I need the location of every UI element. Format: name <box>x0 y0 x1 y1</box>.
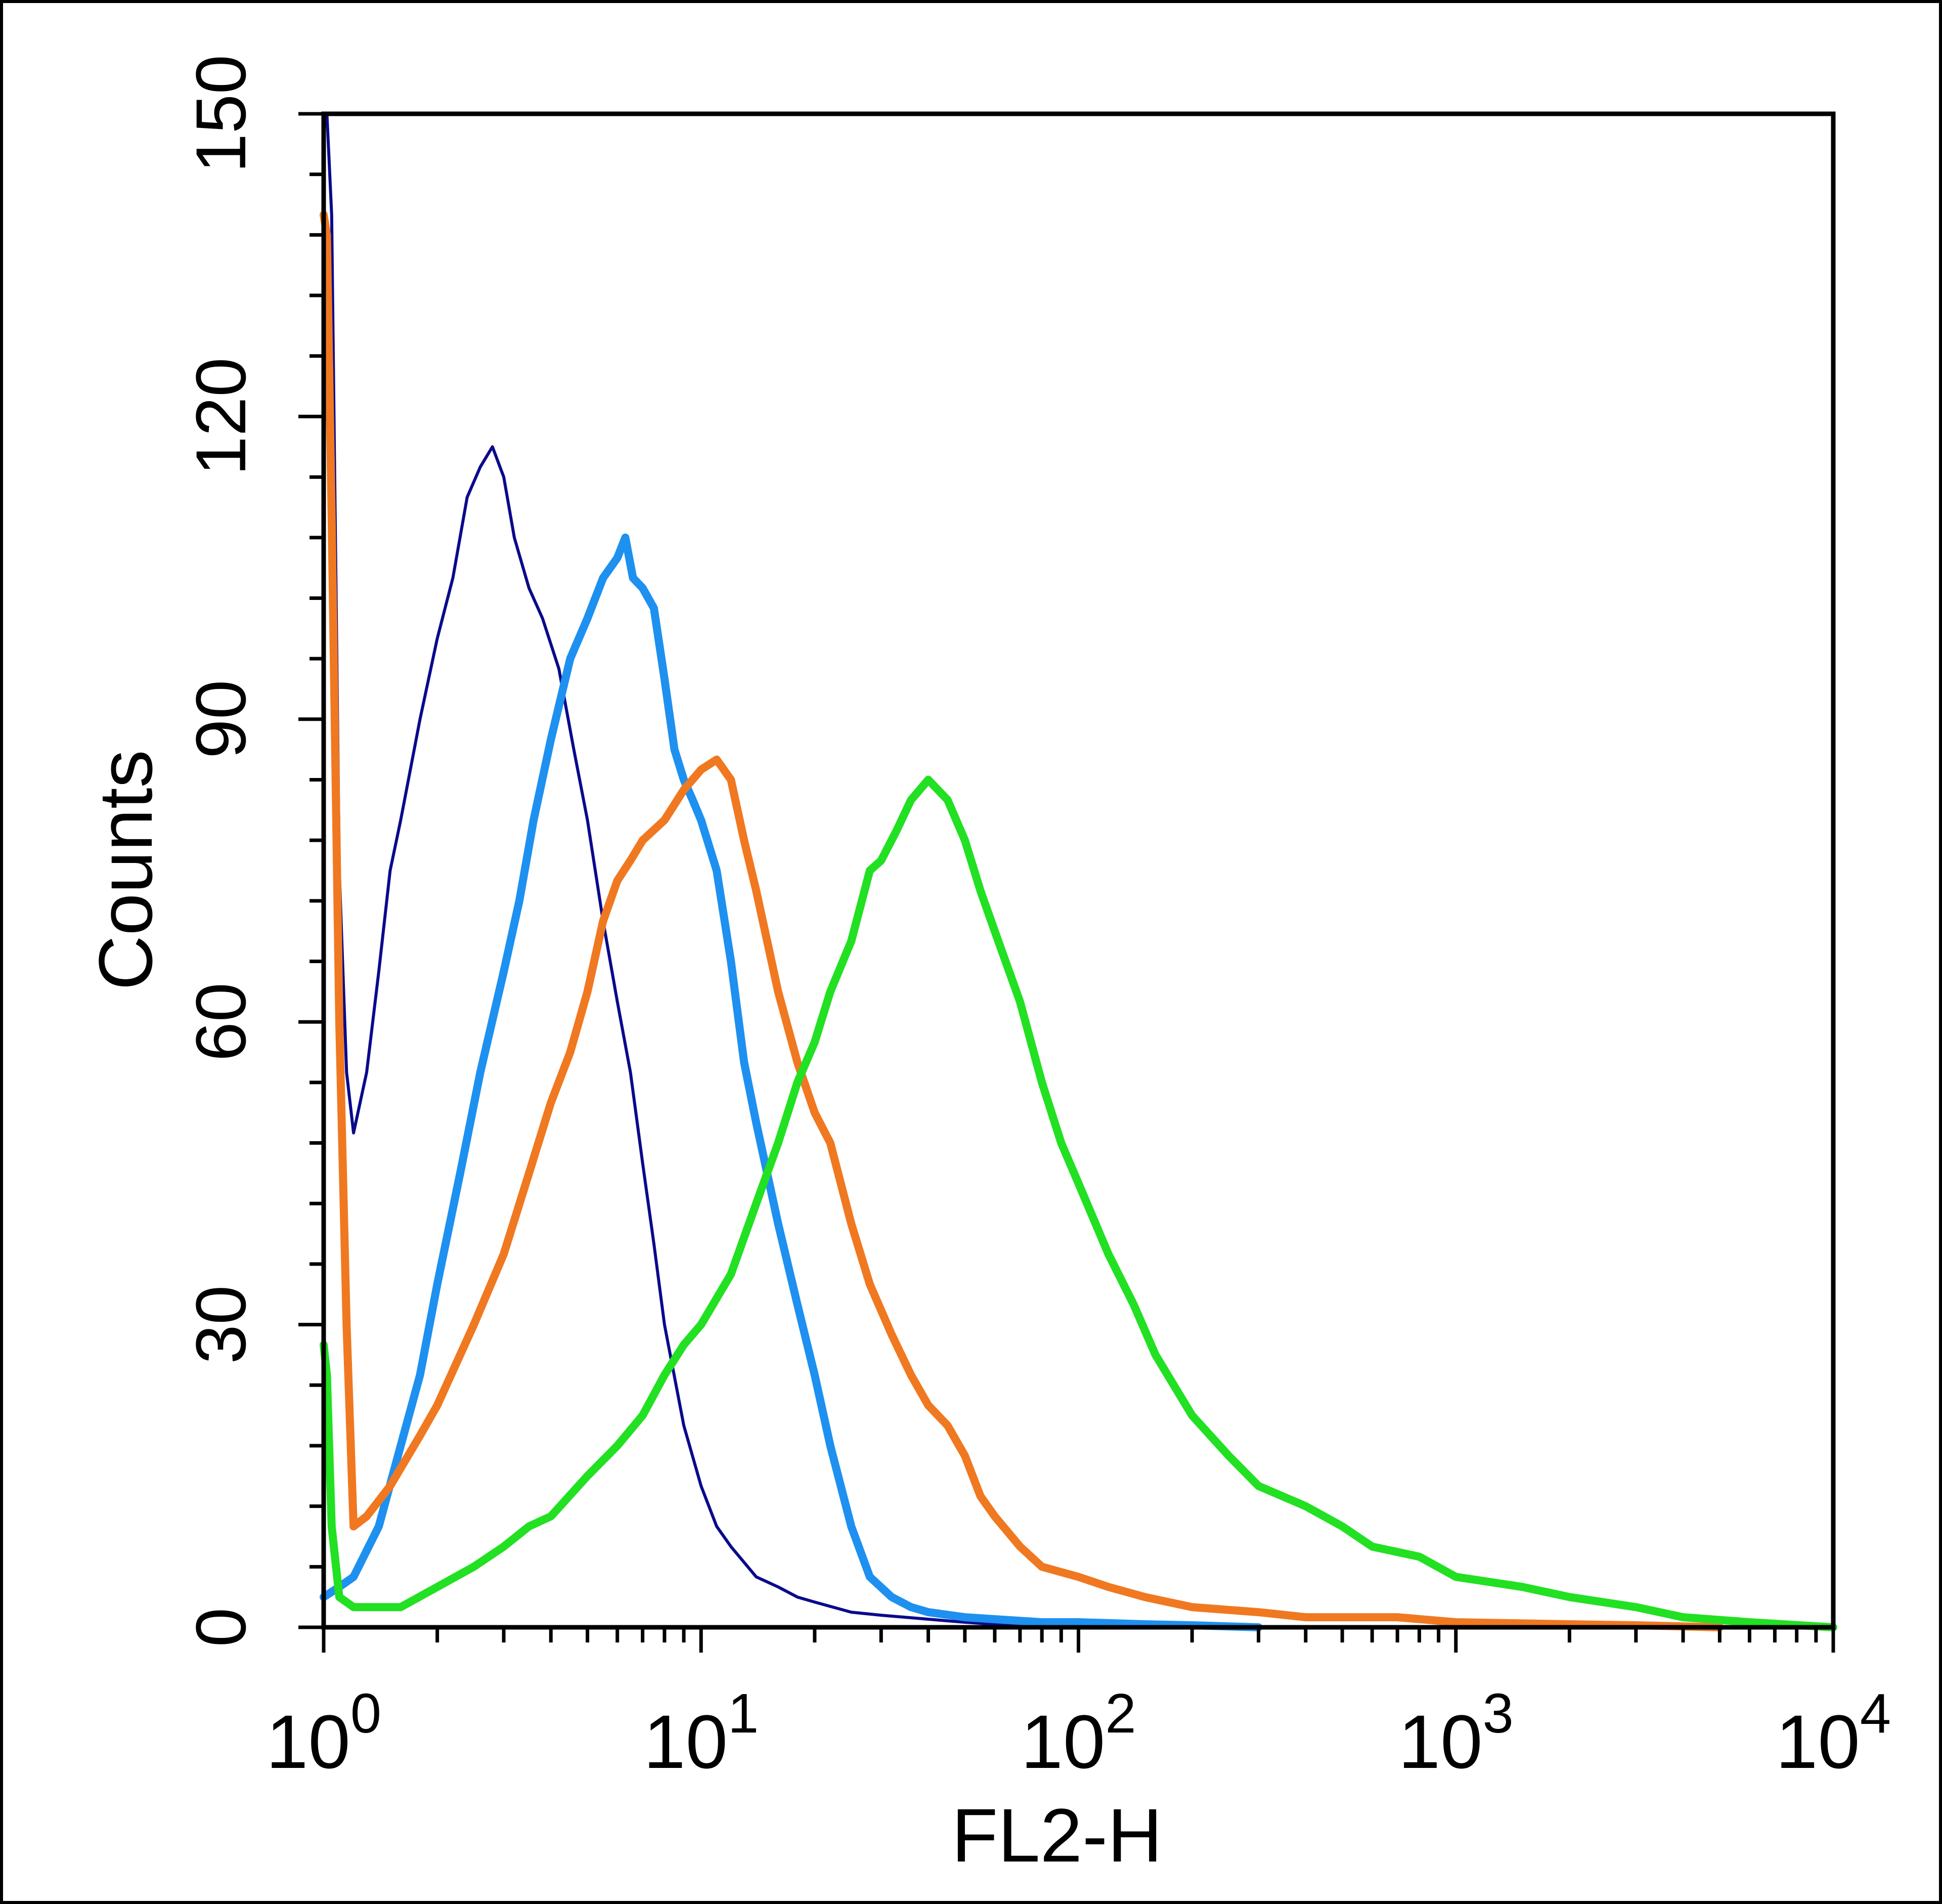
y-axis-title: Counts <box>83 750 168 990</box>
series-layer <box>320 112 1837 1631</box>
y-axis-tick-labels: 0 30 60 90 120 150 <box>181 55 260 1647</box>
series-line-4 <box>320 775 1837 1631</box>
y-tick-label: 150 <box>181 55 260 173</box>
x-axis-ticks <box>322 1627 1835 1653</box>
x-tick-label: 102 <box>1021 1682 1136 1784</box>
series-line-3 <box>320 210 1724 1631</box>
y-tick-label: 90 <box>181 680 260 759</box>
series-line-2 <box>320 533 1263 1631</box>
y-axis-ticks <box>298 112 324 1629</box>
y-tick-label: 0 <box>181 1608 260 1647</box>
y-tick-label: 60 <box>181 982 260 1061</box>
x-tick-label: 101 <box>643 1682 759 1784</box>
series-line-1 <box>322 112 1080 1629</box>
plot-area-border <box>321 111 1836 1630</box>
y-tick-label: 120 <box>181 358 260 476</box>
x-tick-label: 103 <box>1398 1682 1514 1784</box>
x-tick-label: 104 <box>1776 1682 1891 1784</box>
x-axis-title: FL2-H <box>952 1793 1163 1878</box>
x-tick-label: 100 <box>266 1682 381 1784</box>
x-axis-tick-labels: 100 101 102 103 104 <box>266 1682 1891 1784</box>
y-tick-label: 30 <box>181 1285 260 1364</box>
